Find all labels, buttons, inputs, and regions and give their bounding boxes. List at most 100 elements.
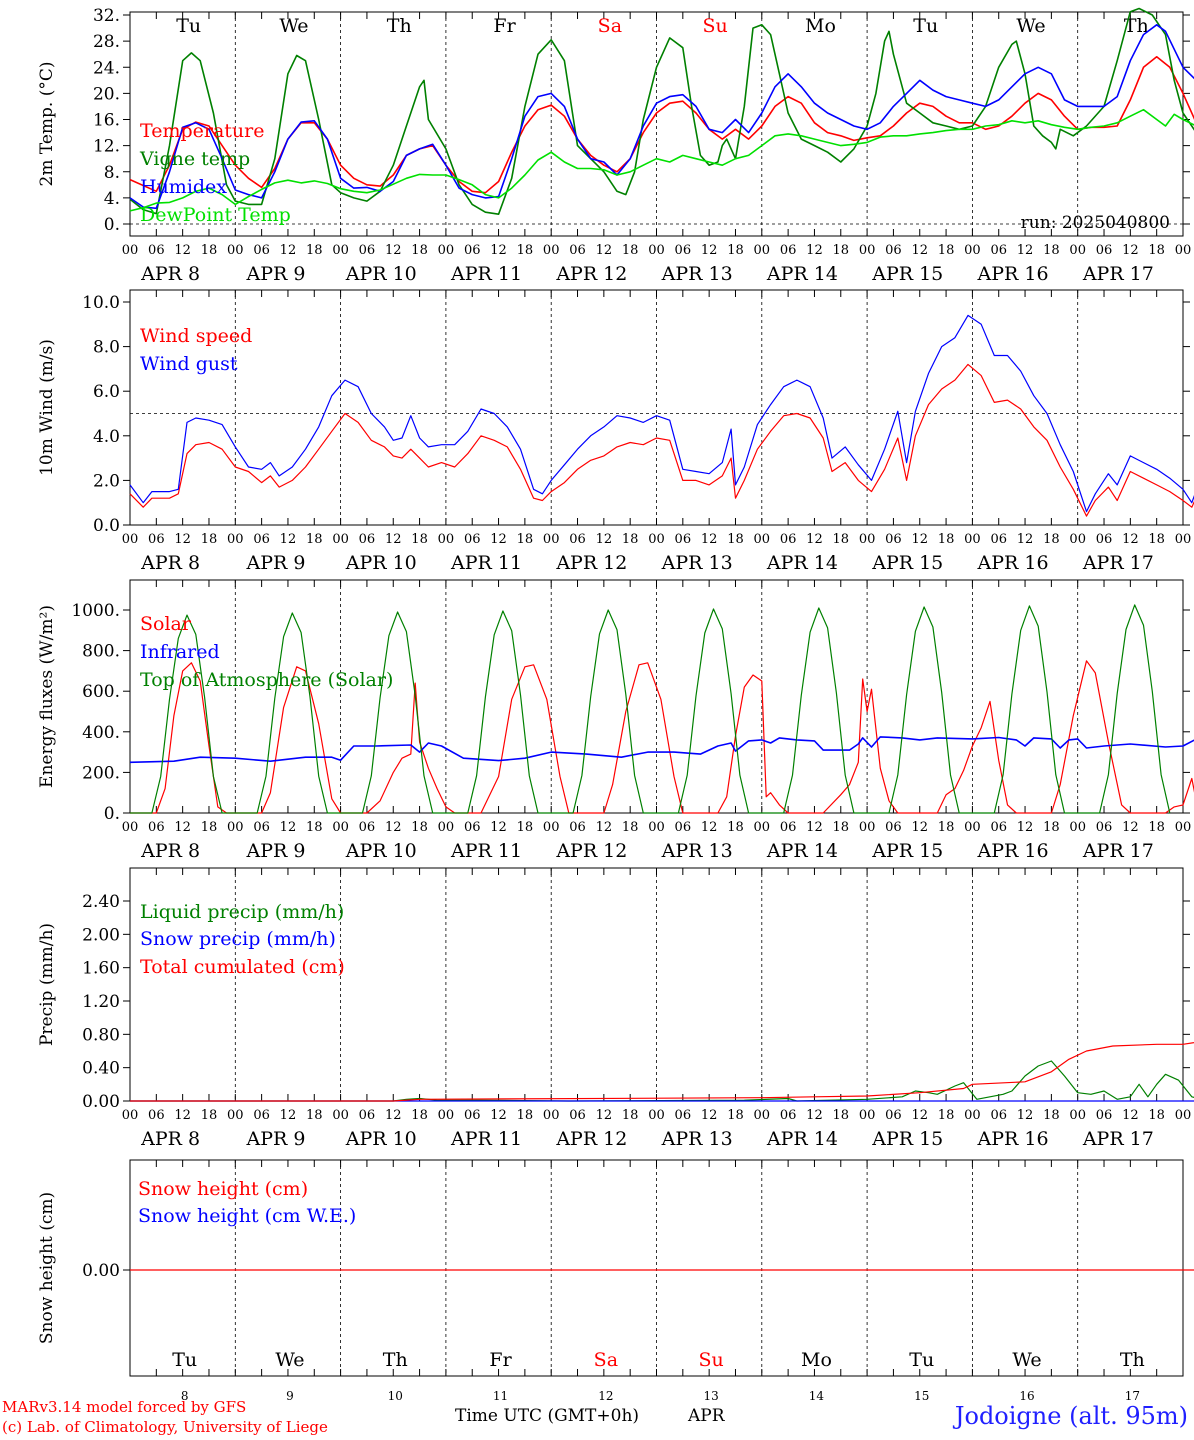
date-label: APR 13 [661, 1128, 733, 1150]
y-tick-label: 8. [104, 163, 120, 183]
date-label: APR 16 [977, 840, 1049, 862]
legend-entry: Wind speed [140, 325, 252, 347]
x-tick-label: 12 [280, 820, 297, 835]
date-label: APR 8 [140, 1128, 200, 1150]
x-tick-label: 00 [227, 820, 244, 835]
day-name: Th [1120, 1349, 1145, 1371]
x-tick-label: 06 [990, 820, 1007, 835]
x-tick-label: 18 [1043, 820, 1060, 835]
date-label: APR 17 [1082, 840, 1154, 862]
chart-panel-4: 0.00 0.40 0.80 1.20 1.60 2.00 2.40 Precip (mm/h… [37, 867, 1194, 1150]
x-tick-label: 12 [385, 1108, 402, 1123]
x-tick-label: 12 [280, 243, 297, 258]
x-tick-label: 00 [859, 243, 876, 258]
x-tick-label: 18 [411, 820, 428, 835]
x-tick-label: 06 [569, 532, 586, 547]
x-tick-label: 18 [517, 1108, 534, 1123]
x-tick-label: 00 [754, 820, 771, 835]
x-tick-label: 06 [148, 532, 165, 547]
x-tick-label: 00 [754, 532, 771, 547]
x-tick-label: 18 [833, 820, 850, 835]
y-tick-label: 600. [82, 682, 120, 702]
y-tick-label: 32. [93, 6, 120, 26]
series-line-wind-speed [129, 363, 1194, 517]
legend-entry: Snow precip (mm/h) [140, 928, 336, 950]
x-tick-label: 00 [438, 820, 455, 835]
x-tick-label: 00 [438, 243, 455, 258]
x-tick-label: 12 [280, 1108, 297, 1123]
date-number: 14 [809, 1389, 825, 1403]
x-tick-label: 06 [464, 532, 481, 547]
x-tick-label: 18 [938, 820, 955, 835]
date-number: 12 [598, 1389, 613, 1403]
x-tick-label: 18 [517, 532, 534, 547]
date-label: APR 9 [245, 552, 305, 574]
date-label: APR 13 [661, 840, 733, 862]
y-tick-label: 0. [104, 804, 120, 824]
x-tick-label: 18 [1148, 532, 1165, 547]
date-number: 10 [388, 1389, 403, 1403]
x-tick-label: 12 [596, 532, 613, 547]
x-tick-label: 06 [253, 1108, 270, 1123]
x-tick-label: 12 [490, 820, 507, 835]
x-tick-label: 00 [1175, 243, 1192, 258]
x-tick-label: 00 [332, 1108, 349, 1123]
date-label: APR 17 [1082, 1128, 1154, 1150]
y-axis-label: Energy fluxes (W/m²) [37, 605, 57, 788]
date-label: APR 10 [345, 1128, 417, 1150]
x-tick-label: 12 [806, 1108, 823, 1123]
x-tick-label: 00 [122, 532, 139, 547]
x-tick-label: 18 [833, 1108, 850, 1123]
x-tick-label: 12 [911, 532, 928, 547]
chart-panel-1: 0. 4. 8. 12. 16. 20. 24. 28. 32. 2m Temp. (°C) 00 0… [37, 6, 1194, 285]
x-tick-label: 12 [701, 243, 718, 258]
date-number: 9 [286, 1389, 294, 1403]
y-tick-label: 6.0 [93, 382, 120, 402]
x-tick-label: 00 [754, 243, 771, 258]
x-tick-label: 12 [280, 532, 297, 547]
x-tick-label: 06 [148, 243, 165, 258]
x-tick-label: 06 [780, 243, 797, 258]
x-tick-label: 06 [780, 532, 797, 547]
day-name: Th [387, 15, 412, 37]
y-tick-label: 16. [93, 111, 120, 131]
day-name: Tu [172, 1349, 197, 1371]
x-tick-label: 18 [622, 1108, 639, 1123]
x-tick-label: 18 [727, 243, 744, 258]
x-tick-label: 18 [622, 820, 639, 835]
run-label: run: 2025040800 [1021, 213, 1170, 233]
x-tick-label: 12 [490, 1108, 507, 1123]
x-tick-label: 12 [911, 243, 928, 258]
x-tick-label: 12 [490, 243, 507, 258]
series-line-liquid-precip-mm-h- [130, 1060, 1194, 1102]
x-tick-label: 06 [1096, 820, 1113, 835]
x-tick-label: 12 [806, 243, 823, 258]
date-label: APR 13 [661, 552, 733, 574]
x-tick-label: 18 [306, 1108, 323, 1123]
x-tick-label: 12 [490, 532, 507, 547]
date-label: APR 14 [766, 1128, 838, 1150]
x-tick-label: 00 [122, 1108, 139, 1123]
legend-entry: Snow height (cm W.E.) [138, 1205, 356, 1227]
x-tick-label: 00 [964, 820, 981, 835]
x-tick-label: 12 [1017, 820, 1034, 835]
chart-panel-5: 0.00 Snow height (cm) Tu 8 We 9 Th 10 Fr 11 Sa 12 Su… [37, 1159, 1194, 1403]
y-tick-label: 200. [82, 763, 120, 783]
x-tick-label: 12 [596, 243, 613, 258]
series-line-dewpoint-temp [129, 108, 1194, 212]
legend-entry: Liquid precip (mm/h) [140, 901, 344, 923]
x-tick-label: 12 [911, 1108, 928, 1123]
x-tick-label: 12 [701, 532, 718, 547]
x-tick-label: 06 [885, 820, 902, 835]
date-number: 17 [1125, 1389, 1140, 1403]
day-name: Mo [801, 1349, 832, 1371]
y-tick-label: 4. [104, 189, 120, 209]
date-label: APR 17 [1082, 552, 1154, 574]
legend-entry: Snow height (cm) [138, 1178, 308, 1200]
day-name: We [275, 1349, 304, 1371]
legend-entry: Temperature [140, 120, 264, 142]
x-tick-label: 00 [122, 243, 139, 258]
y-axis-label: Precip (mm/h) [37, 923, 57, 1046]
date-label: APR 11 [450, 263, 522, 285]
